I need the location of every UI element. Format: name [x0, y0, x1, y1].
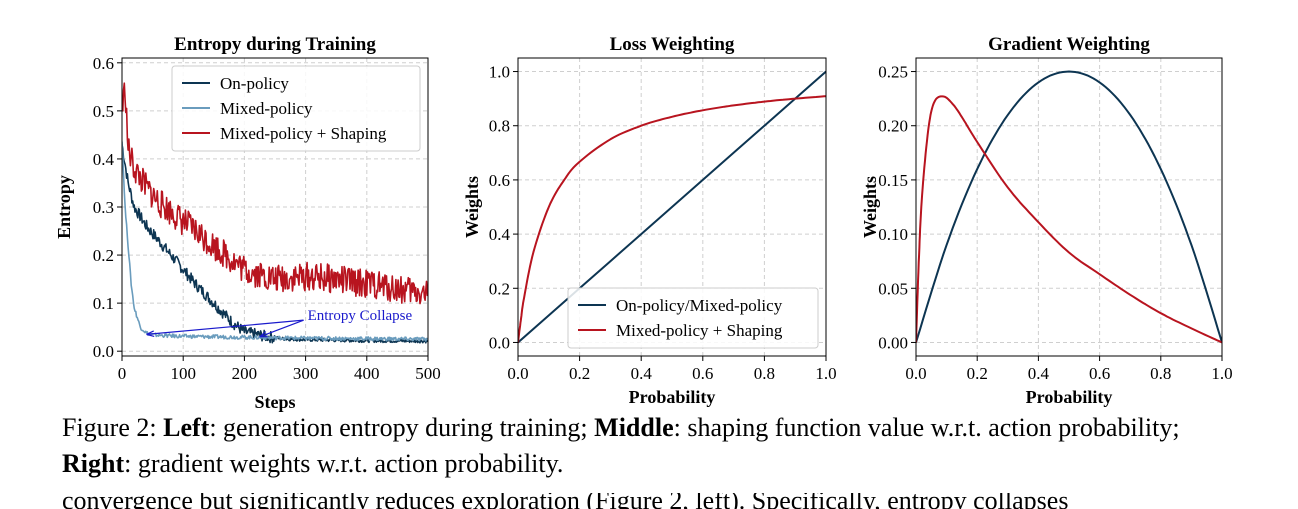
y-tick-label: 0.15	[878, 171, 908, 190]
caption-left-bold: Left	[163, 413, 210, 442]
x-tick-label: 0.2	[569, 364, 590, 383]
x-tick-label: 0.4	[1028, 364, 1050, 383]
y-tick-label: 0.0	[93, 342, 114, 361]
figure-canvas: 0 100 200 300 400 500 0.0 0.1 0.2 0.3 0.4 0.5 0.6 Ent…	[54, 34, 1233, 412]
y-tick-label: 0.00	[878, 333, 908, 352]
series-line-2	[122, 141, 428, 342]
caption-left-text: : generation entropy during training;	[209, 413, 595, 442]
x-tick-label: 400	[354, 364, 380, 383]
y-tick-label: 0.4	[489, 225, 511, 244]
legend-label: On-policy/Mixed-policy	[616, 296, 783, 315]
legend-box	[567, 287, 819, 349]
series-line-2	[518, 95, 826, 343]
y-tick-label: 0.05	[878, 279, 908, 298]
chart-2: 0.0 0.2 0.4 0.6 0.8 1.0 0.0 0.2 0.4 0.6 0.8 1.0 Loss…	[462, 34, 837, 407]
y-tick-label: 0.6	[489, 171, 510, 190]
y-tick-label: 0.5	[93, 102, 114, 121]
legend-label: Mixed-policy + Shaping	[616, 321, 783, 340]
body-text-fragment: convergence but significantly reduces ex…	[62, 493, 1242, 509]
annotation-arrow	[259, 319, 304, 338]
x-tick-label: 0.4	[631, 364, 653, 383]
y-tick-label: 0.6	[93, 54, 114, 73]
caption-right-text: : gradient weights w.r.t. action probabi…	[124, 449, 564, 478]
y-tick-label: 0.20	[878, 117, 908, 136]
series-line-2	[916, 95, 1222, 344]
x-axis-label: Probability	[1026, 387, 1113, 407]
y-tick-label: 0.25	[878, 63, 908, 82]
figure-caption: Figure 2: Left: generation entropy durin…	[62, 410, 1242, 482]
x-tick-label: 500	[415, 364, 441, 383]
plot-frame	[915, 57, 1223, 357]
y-tick-label: 0.1	[93, 294, 114, 313]
x-tick-label: 0.8	[754, 364, 775, 383]
y-tick-label: 0.3	[93, 198, 114, 217]
chart-title: Entropy during Training	[174, 34, 376, 55]
body-text-line: convergence but significantly reduces ex…	[62, 493, 1069, 509]
legend: On-policy Mixed-policy Mixed-policy + Shap…	[171, 65, 421, 152]
chart-3: 0.0 0.2 0.4 0.6 0.8 1.0 0.00 0.05 0.10 0.15 0.20 0.…	[860, 34, 1233, 407]
caption-middle-text: : shaping function value w.r.t. action p…	[673, 413, 1180, 442]
figure-2: 0 100 200 300 400 500 0.0 0.1 0.2 0.3 0.4 0.5 0.6 Ent…	[54, 34, 1233, 412]
y-axis-label: Weights	[860, 176, 880, 238]
legend-label: Mixed-policy	[220, 99, 313, 118]
x-tick-label: 0.0	[905, 364, 926, 383]
annotation: Entropy Collapse	[146, 308, 413, 338]
x-tick-label: 0.0	[507, 364, 528, 383]
legend: On-policy/Mixed-policy Mixed-policy + Sha…	[567, 287, 819, 349]
x-tick-label: 100	[170, 364, 196, 383]
annotation-label: Entropy Collapse	[308, 308, 413, 324]
caption-label: Figure 2:	[62, 413, 157, 442]
y-tick-label: 0.10	[878, 225, 908, 244]
x-tick-label: 200	[232, 364, 258, 383]
y-tick-label: 0.2	[93, 246, 114, 265]
x-tick-label: 1.0	[815, 364, 836, 383]
x-axis-label: Steps	[254, 392, 295, 412]
caption-right-bold: Right	[62, 449, 125, 478]
legend-label: Mixed-policy + Shaping	[220, 124, 387, 143]
chart-title: Gradient Weighting	[988, 34, 1150, 55]
annotation-arrow	[146, 319, 304, 335]
y-axis-label: Entropy	[54, 175, 74, 239]
chart-title: Loss Weighting	[610, 34, 735, 55]
legend-label: On-policy	[220, 74, 289, 93]
x-tick-label: 0.2	[967, 364, 988, 383]
x-tick-label: 0.6	[1089, 364, 1110, 383]
annotation-arrowhead	[259, 331, 268, 338]
series-group	[916, 70, 1222, 344]
y-tick-label: 0.8	[489, 117, 510, 136]
x-tick-label: 300	[293, 364, 319, 383]
y-tick-label: 0.0	[489, 333, 510, 352]
y-axis-label: Weights	[462, 176, 482, 238]
chart-1: 0 100 200 300 400 500 0.0 0.1 0.2 0.3 0.4 0.5 0.6 Ent…	[54, 34, 441, 412]
y-tick-label: 0.2	[489, 279, 510, 298]
plot-frame	[517, 57, 827, 357]
series-group	[122, 82, 428, 344]
annotation-arrowhead	[146, 330, 155, 338]
x-axis-label: Probability	[629, 387, 716, 407]
x-tick-label: 1.0	[1211, 364, 1232, 383]
series-line-1	[916, 70, 1222, 343]
x-tick-label: 0	[118, 364, 127, 383]
legend-box	[171, 65, 421, 152]
x-tick-label: 0.8	[1150, 364, 1171, 383]
series-line-3	[122, 82, 428, 305]
caption-middle-bold: Middle	[594, 413, 674, 442]
y-tick-label: 0.4	[93, 150, 115, 169]
x-tick-label: 0.6	[692, 364, 713, 383]
y-tick-label: 1.0	[489, 63, 510, 82]
